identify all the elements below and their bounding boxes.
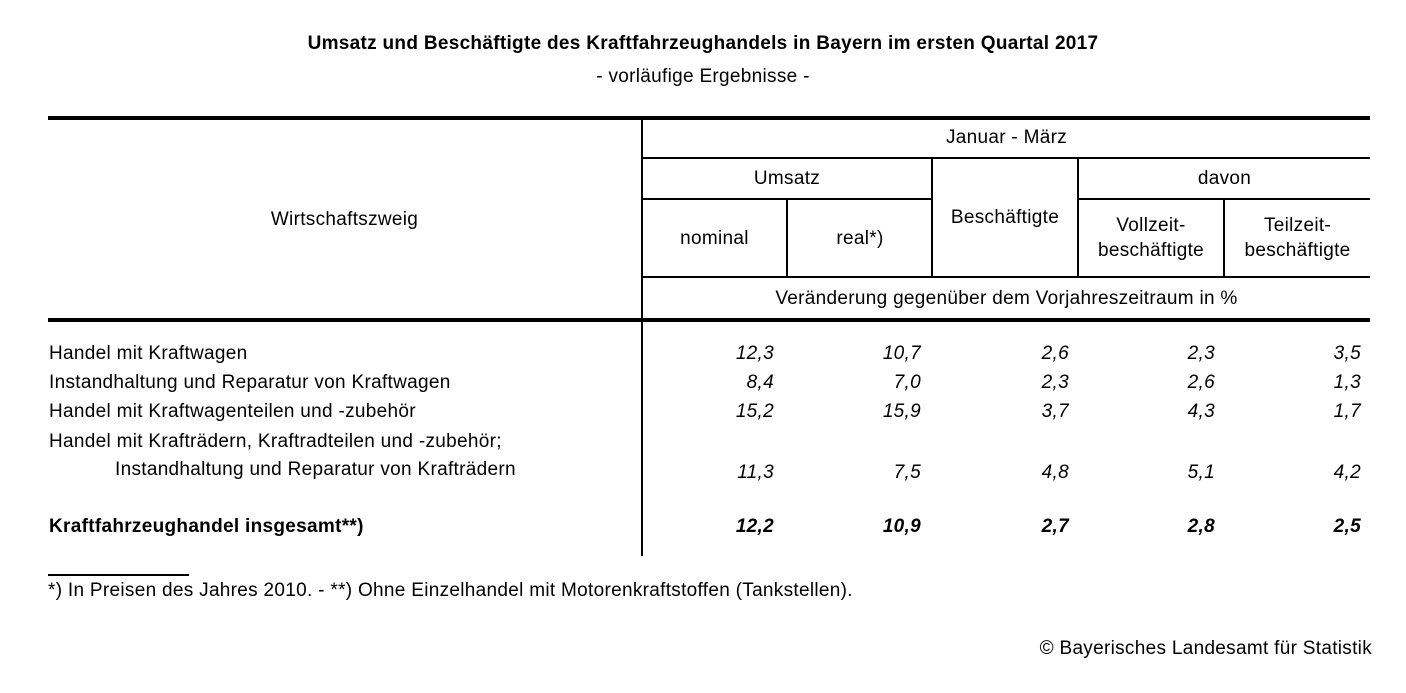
row-label: Instandhaltung und Reparatur von Kraftwa… xyxy=(49,372,451,393)
header-unit-note: Veränderung gegenüber dem Vorjahreszeitr… xyxy=(775,287,1238,309)
total-row: Kraftfahrzeughandel insgesamt**) 12,2 10… xyxy=(48,516,1370,538)
table-row: Handel mit Kraftwagenteilen und -zubehör… xyxy=(48,401,1370,423)
value-cell-real: 7,5 xyxy=(893,462,921,483)
value-cell-nominal: 8,4 xyxy=(746,372,774,393)
value-cell-beschaeftigte: 3,7 xyxy=(1041,401,1069,422)
value-cell-teilzeit: 4,2 xyxy=(1333,462,1361,483)
value-cell-vollzeit: 5,1 xyxy=(1187,462,1215,483)
header-wirtschaftszweig: Wirtschaftszweig xyxy=(270,208,419,230)
row-label: Handel mit Kraftwagen xyxy=(49,343,248,364)
value-cell-nominal: 11,3 xyxy=(737,462,774,483)
total-value-nominal: 12,2 xyxy=(735,516,774,537)
row-label: Handel mit Kraftwagenteilen und -zubehör xyxy=(49,401,416,422)
header-teilzeit-line2: beschäftigte xyxy=(1244,240,1351,261)
value-cell-vollzeit: 2,6 xyxy=(1187,372,1215,393)
row-label-line1: Handel mit Krafträdern, Kraftradteilen u… xyxy=(49,431,502,452)
header-teilzeitbeschaeftigte: Teilzeit- beschäftigte xyxy=(1225,200,1370,276)
value-cell-nominal: 15,2 xyxy=(735,401,774,422)
value-cell-teilzeit: 1,3 xyxy=(1333,372,1361,393)
header-nominal: nominal xyxy=(680,227,749,249)
header-period: Januar - März xyxy=(945,127,1068,148)
value-cell-beschaeftigte: 4,8 xyxy=(1041,462,1069,483)
total-value-beschaeftigte: 2,7 xyxy=(1041,516,1069,537)
beschaeftigte-davon-divider xyxy=(1077,157,1079,278)
header-beschaeftigte: Beschäftigte xyxy=(950,207,1060,228)
total-value-teilzeit: 2,5 xyxy=(1333,516,1361,537)
footnote: *) In Preisen des Jahres 2010. - **) Ohn… xyxy=(48,580,853,601)
report-title: Umsatz und Beschäftigte des Kraftfahrzeu… xyxy=(307,33,1099,54)
table-row: Handel mit Krafträdern, Kraftradteilen u… xyxy=(48,428,1370,484)
header-real: real*) xyxy=(836,227,884,249)
row-label: Handel mit Krafträdern, Kraftradteilen u… xyxy=(48,428,643,484)
total-value-real: 10,9 xyxy=(882,516,921,537)
header-teilzeit-line1: Teilzeit- xyxy=(1263,215,1332,236)
table-top-border xyxy=(48,116,1370,120)
value-cell-nominal: 12,3 xyxy=(735,343,774,364)
copyright-notice: © Bayerisches Landesamt für Statistik xyxy=(1039,638,1372,659)
header-group-umsatz: Umsatz xyxy=(753,168,821,189)
value-cell-teilzeit: 1,7 xyxy=(1333,401,1361,422)
value-cell-real: 7,0 xyxy=(893,372,921,393)
nominal-real-divider xyxy=(786,198,788,278)
table-row: Instandhaltung und Reparatur von Kraftwa… xyxy=(48,372,1370,394)
vollzeit-teilzeit-divider xyxy=(1223,198,1225,278)
report-subtitle: - vorläufige Ergebnisse - xyxy=(596,66,810,87)
period-row-divider xyxy=(643,157,1370,159)
table-row: Handel mit Kraftwagen 12,3 10,7 2,6 2,3 … xyxy=(48,343,1370,365)
value-cell-beschaeftigte: 2,6 xyxy=(1041,343,1069,364)
subheader-divider xyxy=(643,276,1370,278)
value-cell-real: 10,7 xyxy=(882,343,921,364)
value-cell-vollzeit: 2,3 xyxy=(1187,343,1215,364)
stub-column-divider xyxy=(641,116,643,556)
value-cell-vollzeit: 4,3 xyxy=(1187,401,1215,422)
value-cell-teilzeit: 3,5 xyxy=(1333,343,1361,364)
footnote-rule xyxy=(48,574,189,576)
header-vollzeit-line2: beschäftigte xyxy=(1097,240,1205,261)
header-vollzeit-line1: Vollzeit- xyxy=(1116,215,1186,236)
total-value-vollzeit: 2,8 xyxy=(1187,516,1215,537)
value-cell-real: 15,9 xyxy=(882,401,921,422)
value-cell-beschaeftigte: 2,3 xyxy=(1041,372,1069,393)
header-group-davon: davon xyxy=(1197,168,1252,189)
total-row-label: Kraftfahrzeughandel insgesamt**) xyxy=(49,516,364,537)
row-label-line2: Instandhaltung und Reparatur von Krafträ… xyxy=(115,459,516,480)
header-vollzeitbeschaeftigte: Vollzeit- beschäftigte xyxy=(1079,200,1223,276)
umsatz-group-divider xyxy=(643,198,933,200)
table-header-bottom-border xyxy=(48,318,1370,322)
umsatz-beschaeftigte-divider xyxy=(931,157,933,278)
